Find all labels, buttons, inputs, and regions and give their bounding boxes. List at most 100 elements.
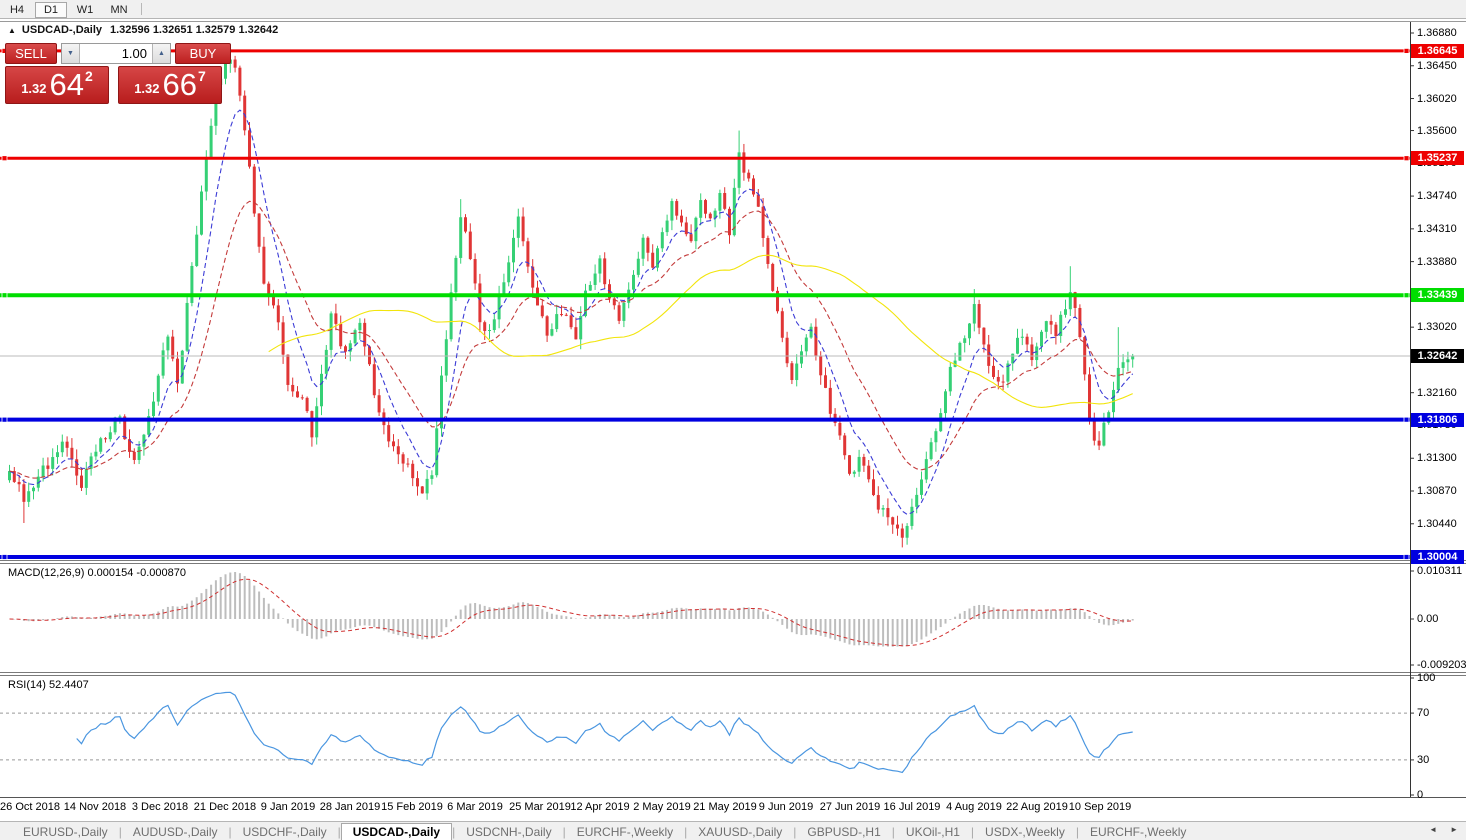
tab-separator: | — [228, 824, 232, 839]
tab-scroll-left-icon[interactable]: ◄ — [1429, 825, 1438, 834]
date-label: 12 Apr 2019 — [570, 801, 630, 813]
price-tick-label: 1.34740 — [1417, 190, 1457, 203]
sell-price-big-digits: 64 — [49, 67, 84, 102]
price-tick-label: 1.31300 — [1417, 452, 1457, 465]
macd-panel — [9, 572, 1134, 647]
panel-frame — [0, 21, 1466, 801]
date-label: 22 Aug 2019 — [1006, 801, 1068, 813]
level-price-badge[interactable]: 1.33439 — [1411, 288, 1464, 303]
date-label: 3 Dec 2018 — [131, 801, 189, 813]
level-price-badge[interactable]: 1.30004 — [1411, 549, 1464, 564]
date-label: 16 Jul 2019 — [883, 801, 941, 813]
collapse-panel-icon[interactable]: ▲ — [8, 26, 16, 35]
date-label: 27 Jun 2019 — [819, 801, 881, 813]
timeframe-button-h4[interactable]: H4 — [9, 3, 25, 16]
date-label: 28 Jan 2019 — [319, 801, 381, 813]
ma-mid-line — [9, 200, 1133, 479]
chart-tab-bar: EURUSD-,Daily | AUDUSD-,Daily | USDCHF-,Dail… — [0, 821, 1466, 840]
date-label: 14 Nov 2018 — [63, 801, 127, 813]
tab-usdcad-daily[interactable]: USDCAD-,Daily — [340, 822, 453, 840]
macd-signal-line — [9, 578, 1133, 647]
date-label: 26 Oct 2018 — [0, 801, 60, 813]
price-tick-label: 1.32160 — [1417, 386, 1457, 399]
macd-indicator-label: MACD(12,26,9) 0.000154 -0.000870 — [8, 567, 186, 579]
rsi-indicator-label: RSI(14) 52.4407 — [8, 679, 89, 691]
tab-audusd-daily[interactable]: AUDUSD-,Daily — [132, 824, 218, 839]
tab-usdx-weekly[interactable]: USDX-,Weekly — [985, 824, 1065, 839]
price-tick-label: 1.33020 — [1417, 321, 1457, 334]
tab-eurusd-daily[interactable]: EURUSD-,Daily — [23, 824, 108, 839]
volume-spinner: ▼ 1.00 ▲ — [61, 43, 171, 64]
horizontal-level-lines[interactable] — [0, 48, 1410, 560]
rsi-line — [76, 691, 1133, 774]
tab-gbpusd-h1[interactable]: GBPUSD-,H1 — [807, 824, 881, 839]
tab-separator: | — [1075, 824, 1079, 839]
chart-title: ▲ USDCAD-,Daily 1.32596 1.32651 1.32579 1.… — [8, 24, 278, 36]
volume-decrease-button[interactable]: ▼ — [62, 44, 80, 63]
chart-ohlc-values: 1.32596 1.32651 1.32579 1.32642 — [110, 24, 279, 36]
price-panel — [0, 50, 1410, 548]
buy-quote-button[interactable]: 1.32 66 7 — [118, 66, 222, 104]
rsi-axis-label: 70 — [1417, 707, 1430, 720]
sell-quote-button[interactable]: 1.32 64 2 — [5, 66, 109, 104]
tab-separator: | — [793, 824, 797, 839]
buy-button[interactable]: BUY — [175, 43, 231, 64]
level-price-badge[interactable]: 1.31806 — [1411, 412, 1464, 427]
date-label: 9 Jan 2019 — [260, 801, 316, 813]
volume-increase-button[interactable]: ▲ — [152, 44, 170, 63]
buy-price-pip-digit: 7 — [198, 68, 206, 84]
sell-button[interactable]: SELL — [5, 43, 57, 64]
tab-separator: | — [562, 824, 566, 839]
price-tick-label: 1.36450 — [1417, 59, 1457, 72]
sell-price-pip-digit: 2 — [85, 68, 93, 84]
date-label: 21 Dec 2018 — [193, 801, 257, 813]
tab-separator: | — [970, 824, 975, 839]
date-label: 2 May 2019 — [633, 801, 691, 813]
sell-price-prefix: 1.32 — [21, 81, 47, 96]
buy-price-big-digits: 66 — [162, 67, 197, 102]
macd-axis-label: 0.010311 — [1417, 565, 1463, 577]
tab-separator: | — [891, 824, 895, 839]
level-price-badge[interactable]: 1.35237 — [1411, 151, 1464, 166]
timeframe-button-mn[interactable]: MN — [110, 3, 128, 16]
date-label: 15 Feb 2019 — [381, 801, 443, 813]
tab-ukoil-h1[interactable]: UKOil-,H1 — [905, 824, 960, 839]
price-tick-label: 1.30870 — [1417, 485, 1457, 497]
candles — [8, 50, 1135, 548]
current-price-badge: 1.32642 — [1411, 348, 1464, 363]
tab-separator: | — [118, 824, 122, 839]
tab-xauusd-daily[interactable]: XAUUSD-,Daily — [698, 824, 783, 839]
tab-scroll-buttons: ◄ ► — [1429, 825, 1458, 834]
tab-usdcnh-daily[interactable]: USDCNH-,Daily — [466, 824, 552, 839]
chart-symbol-label: USDCAD-,Daily — [21, 24, 102, 36]
price-tick-label: 1.36880 — [1417, 27, 1457, 39]
rsi-axis-label: 100 — [1417, 672, 1436, 684]
price-tick-label: 1.34310 — [1417, 222, 1457, 235]
level-price-badge[interactable]: 1.36645 — [1411, 43, 1464, 58]
timeframe-button-w1[interactable]: W1 — [76, 3, 94, 16]
tab-eurchf-weekly[interactable]: EURCHF-,Weekly — [576, 824, 674, 839]
timeframe-button-d1[interactable]: D1 — [35, 1, 67, 18]
price-tick-label: 1.33880 — [1417, 255, 1457, 268]
date-label: 6 Mar 2019 — [447, 801, 503, 813]
tab-separator: | — [337, 824, 341, 839]
price-tick-label: 1.30440 — [1417, 517, 1457, 530]
volume-input[interactable]: 1.00 — [121, 46, 147, 61]
buy-price-prefix: 1.32 — [134, 81, 160, 96]
ma-slow-line — [268, 254, 1133, 408]
tab-scroll-right-icon[interactable]: ► — [1450, 825, 1458, 834]
toolbar-separator — [141, 3, 142, 15]
time-axis[interactable]: 26 Oct 2018 14 Nov 2018 3 Dec 2018 21 Dec 2… — [0, 798, 1410, 816]
date-label: 9 Jun 2019 — [758, 801, 814, 813]
macd-axis-label: 0.00 — [1417, 613, 1439, 625]
price-tick-label: 1.35600 — [1417, 124, 1457, 137]
date-label: 21 May 2019 — [693, 801, 757, 813]
macd-axis-label: -0.009203 — [1417, 659, 1466, 671]
rsi-panel — [0, 691, 1410, 774]
tab-eurchf-weekly[interactable]: EURCHF-,Weekly — [1089, 824, 1187, 839]
tab-separator: | — [452, 824, 456, 839]
tab-usdchf-daily[interactable]: USDCHF-,Daily — [242, 824, 327, 839]
ma-fast-line — [9, 109, 1134, 516]
